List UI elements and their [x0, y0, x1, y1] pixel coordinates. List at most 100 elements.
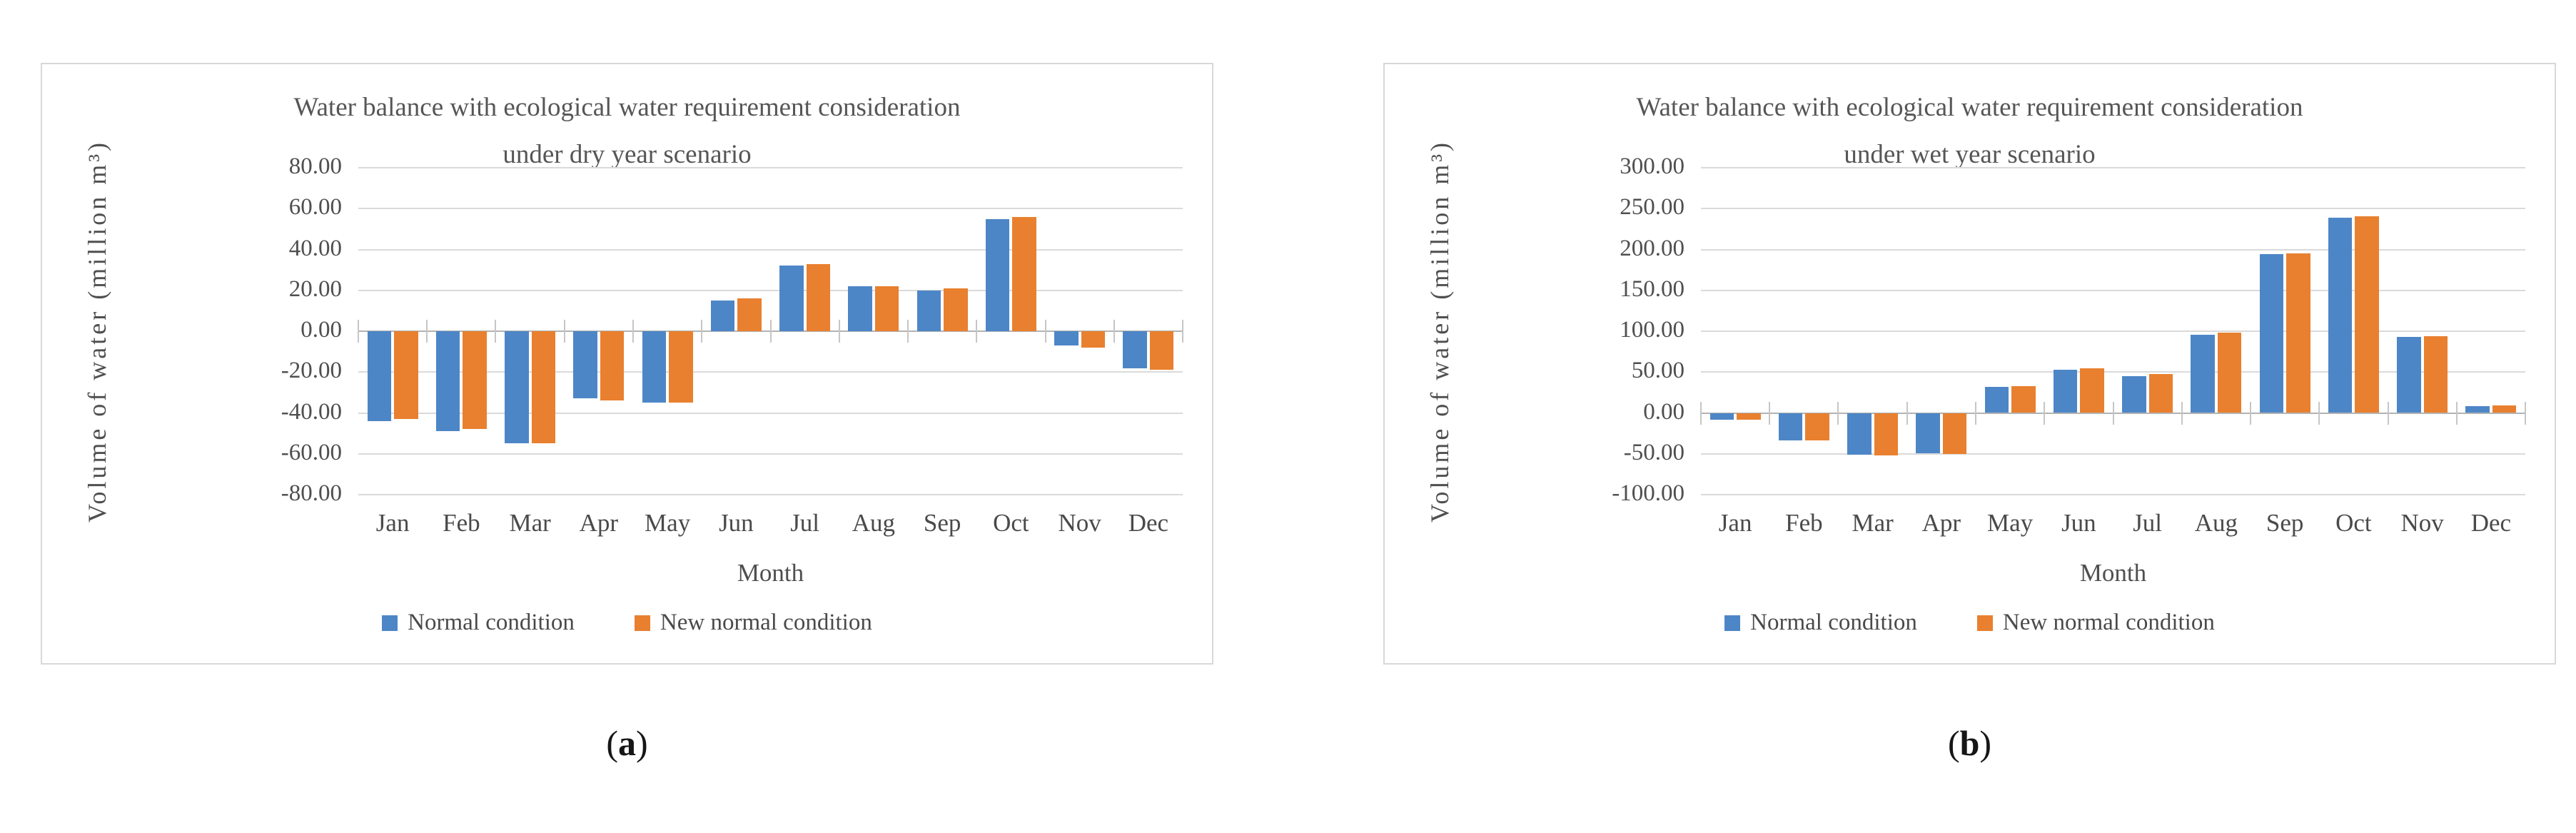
y-tick-label: -60.00 — [281, 439, 342, 465]
category-tick — [1700, 401, 1702, 425]
category-tick — [2112, 401, 2114, 425]
bar-normal-condition-oct — [985, 218, 1010, 331]
y-tick-label: 20.00 — [288, 276, 342, 302]
y-tick-label: 0.00 — [1643, 398, 1684, 425]
category-tick — [1837, 401, 1839, 425]
category-tick — [976, 320, 978, 343]
x-tick-label: Aug — [852, 509, 896, 537]
caption-letter: b — [1959, 723, 1980, 763]
bar-new-normal-condition-sep — [944, 288, 968, 331]
gridline — [1701, 289, 2525, 291]
bar-normal-condition-aug — [848, 286, 872, 331]
gridline — [1701, 371, 2525, 373]
x-axis-title: Month — [737, 559, 804, 587]
bar-new-normal-condition-feb — [463, 331, 487, 430]
x-tick-label: Nov — [2400, 509, 2444, 537]
legend-label-new-normal-condition: New normal condition — [2002, 610, 2215, 635]
y-axis-tick-labels: 80.00 60.00 40.00 20.00 0.00 -20.00 -40.00 -60.… — [192, 153, 342, 506]
category-tick — [2525, 401, 2526, 425]
bar-new-normal-condition-nov — [2423, 335, 2448, 413]
category-tick — [426, 320, 428, 343]
gridline — [358, 371, 1183, 373]
x-axis-tick-labels: Jan Feb Mar Apr May Jun Jul Aug Sep Oct Nov Dec — [1701, 509, 2525, 542]
y-tick-label: 80.00 — [288, 153, 342, 179]
category-tick — [838, 320, 840, 343]
category-tick — [769, 320, 772, 343]
chart-title-line2: under wet year scenario — [1844, 139, 2096, 169]
category-tick — [2249, 401, 2251, 425]
x-tick-label: Jun — [719, 509, 754, 537]
chart-title: Water balance with ecological water requ… — [42, 84, 1212, 178]
y-tick-label: 100.00 — [1620, 317, 1684, 343]
category-tick — [2387, 401, 2389, 425]
gridline — [1701, 330, 2525, 332]
x-tick-label: Sep — [2266, 509, 2304, 537]
legend-label-new-normal-condition: New normal condition — [660, 610, 872, 635]
chart-panel-wet-year: Water balance with ecological water requ… — [1383, 63, 2556, 665]
y-axis-title-wrap: Volume of water (million m³) — [1422, 140, 1458, 522]
category-tick — [2181, 401, 2183, 425]
bar-new-normal-condition-may — [2011, 385, 2036, 413]
y-tick-label: -40.00 — [281, 398, 342, 425]
category-tick — [2455, 401, 2458, 425]
subfigure-caption-a: (a) — [41, 722, 1213, 764]
gridline — [358, 248, 1183, 251]
category-tick — [1044, 320, 1046, 343]
bar-new-normal-condition-jul — [806, 263, 831, 331]
x-tick-label: Oct — [2335, 509, 2372, 537]
gridline — [358, 412, 1183, 414]
bar-new-normal-condition-oct — [2355, 216, 2379, 413]
y-axis-title-wrap: Volume of water (million m³) — [79, 140, 115, 522]
y-tick-label: 50.00 — [1631, 358, 1684, 384]
bar-new-normal-condition-dec — [1149, 331, 1174, 370]
gridline — [1701, 248, 2525, 251]
bar-new-normal-condition-sep — [2286, 253, 2310, 413]
gridline — [358, 167, 1183, 168]
bar-normal-condition-nov — [2397, 337, 2421, 413]
bar-new-normal-condition-jul — [2148, 373, 2173, 413]
bar-normal-condition-mar — [1847, 413, 1872, 455]
bar-new-normal-condition-jun — [2080, 368, 2104, 413]
legend: Normal condition New normal condition — [1385, 610, 2555, 636]
x-tick-label: Aug — [2194, 509, 2238, 537]
category-tick — [1974, 401, 1976, 425]
bar-new-normal-condition-apr — [600, 331, 625, 401]
legend-swatch-normal-condition — [382, 615, 398, 631]
y-tick-label: 200.00 — [1620, 235, 1684, 261]
y-tick-label: -80.00 — [281, 480, 342, 506]
x-tick-label: Apr — [1921, 509, 1961, 537]
bar-normal-condition-jun — [2053, 369, 2078, 413]
legend-item-normal: Normal condition — [382, 610, 575, 636]
bar-normal-condition-feb — [1778, 413, 1803, 441]
x-tick-label: Mar — [509, 509, 551, 537]
bar-normal-condition-jul — [779, 266, 804, 331]
y-tick-label: 150.00 — [1620, 276, 1684, 302]
bar-new-normal-condition-aug — [874, 286, 899, 331]
x-tick-label: Dec — [2470, 509, 2512, 537]
chart-panel-dry-year: Water balance with ecological water requ… — [41, 63, 1213, 665]
x-tick-label: May — [645, 509, 691, 537]
bar-normal-condition-sep — [2259, 254, 2284, 413]
bar-normal-condition-dec — [2465, 406, 2490, 413]
y-tick-label: 40.00 — [288, 235, 342, 261]
subfigure-caption-b: (b) — [1383, 722, 2556, 764]
bar-normal-condition-jan — [1709, 413, 1734, 420]
y-tick-label: -100.00 — [1612, 480, 1684, 506]
legend-swatch-new-normal-condition — [634, 615, 650, 631]
caption-paren-open: ( — [1947, 723, 1960, 763]
chart-title-line1: Water balance with ecological water requ… — [1636, 93, 2303, 122]
gridline — [1701, 453, 2525, 455]
y-tick-label: 250.00 — [1620, 194, 1684, 221]
y-axis-tick-labels: 300.00 250.00 200.00 150.00 100.00 50.00 0.00 -… — [1535, 153, 1684, 506]
category-tick — [495, 320, 497, 343]
y-axis-title: Volume of water (million m³) — [83, 139, 111, 523]
bar-normal-condition-apr — [573, 331, 597, 399]
category-tick — [2044, 401, 2046, 425]
y-tick-label: -50.00 — [1623, 439, 1684, 465]
bar-new-normal-condition-apr — [1942, 413, 1967, 454]
category-tick — [1906, 401, 1908, 425]
chart-title-line2: under dry year scenario — [502, 139, 752, 169]
bar-new-normal-condition-feb — [1805, 413, 1829, 441]
bar-normal-condition-aug — [2191, 334, 2215, 413]
